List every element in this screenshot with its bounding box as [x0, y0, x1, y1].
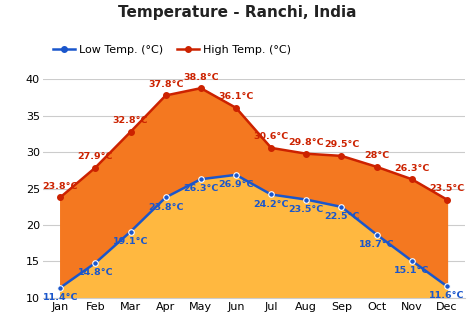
Text: 29.5°C: 29.5°C — [324, 140, 359, 149]
Text: 18.7°C: 18.7°C — [359, 240, 394, 249]
Text: Temperature - Ranchi, India: Temperature - Ranchi, India — [118, 5, 356, 20]
Text: 26.9°C: 26.9°C — [218, 180, 254, 189]
Text: 38.8°C: 38.8°C — [183, 72, 219, 82]
Text: 19.1°C: 19.1°C — [113, 237, 148, 246]
Text: 26.3°C: 26.3°C — [394, 164, 429, 173]
Text: 29.8°C: 29.8°C — [289, 138, 324, 147]
Text: 32.8°C: 32.8°C — [113, 116, 148, 125]
Text: 23.8°C: 23.8°C — [148, 203, 183, 212]
Text: 23.8°C: 23.8°C — [43, 182, 78, 191]
Text: 22.5°C: 22.5°C — [324, 212, 359, 221]
Text: 30.6°C: 30.6°C — [254, 132, 289, 141]
Text: 15.1°C: 15.1°C — [394, 266, 429, 275]
Text: 11.4°C: 11.4°C — [43, 293, 78, 302]
Text: 27.9°C: 27.9°C — [78, 152, 113, 161]
Text: 36.1°C: 36.1°C — [219, 92, 254, 101]
Text: 23.5°C: 23.5°C — [429, 184, 465, 193]
Text: 37.8°C: 37.8°C — [148, 80, 183, 89]
Text: 24.2°C: 24.2°C — [254, 200, 289, 209]
Text: 26.3°C: 26.3°C — [183, 184, 219, 193]
Legend: Low Temp. (°C), High Temp. (°C): Low Temp. (°C), High Temp. (°C) — [48, 40, 296, 59]
Text: 28°C: 28°C — [364, 151, 389, 160]
Text: 11.6°C: 11.6°C — [429, 291, 465, 300]
Text: 14.8°C: 14.8°C — [78, 268, 113, 277]
Text: 23.5°C: 23.5°C — [289, 205, 324, 214]
